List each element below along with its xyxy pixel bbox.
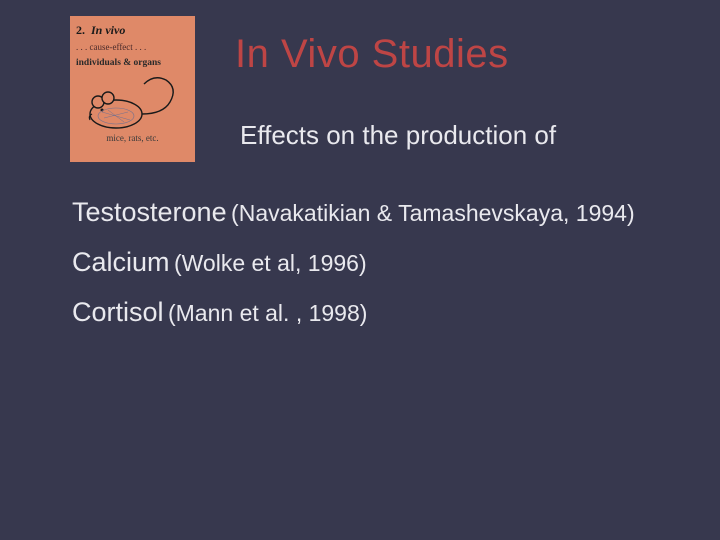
item-name: Calcium [72, 247, 170, 277]
item-name: Testosterone [72, 197, 227, 227]
badge-midline: individuals & organs [76, 58, 189, 68]
badge-number: 2. [76, 23, 85, 37]
item-name: Cortisol [72, 297, 164, 327]
item-citation: (Navakatikian & Tamashevskaya, 1994) [231, 200, 635, 226]
badge-footer: mice, rats, etc. [76, 133, 189, 143]
content-list: Testosterone (Navakatikian & Tamashevska… [72, 196, 635, 345]
slide-title: In Vivo Studies [235, 32, 509, 77]
item-citation: (Wolke et al, 1996) [174, 250, 367, 276]
list-item: Testosterone (Navakatikian & Tamashevska… [72, 196, 635, 230]
mouse-icon [78, 72, 188, 132]
item-citation: (Mann et al. , 1998) [168, 300, 367, 326]
badge-subtitle: . . . cause-effect . . . [76, 42, 189, 52]
list-item: Calcium (Wolke et al, 1996) [72, 246, 635, 280]
slide-subtitle: Effects on the production of [240, 120, 556, 151]
badge-title: In vivo [91, 23, 125, 37]
badge-header: 2. In vivo [76, 21, 189, 39]
badge-card: 2. In vivo . . . cause-effect . . . indi… [70, 16, 195, 162]
list-item: Cortisol (Mann et al. , 1998) [72, 296, 635, 330]
